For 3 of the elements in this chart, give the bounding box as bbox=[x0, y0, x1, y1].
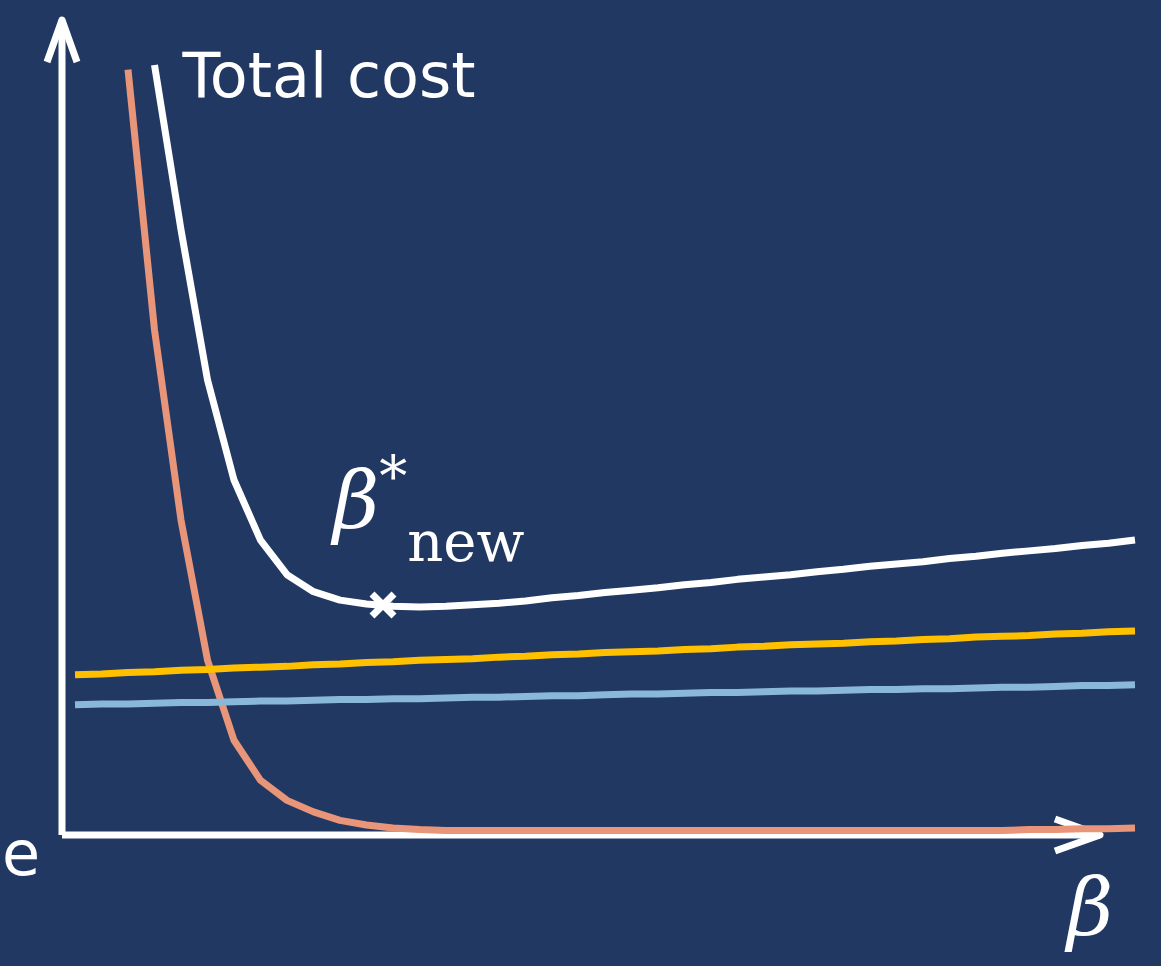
x-axis-title: β bbox=[1063, 861, 1114, 954]
text: e bbox=[2, 817, 41, 890]
legend-label: Total cost bbox=[181, 39, 476, 112]
